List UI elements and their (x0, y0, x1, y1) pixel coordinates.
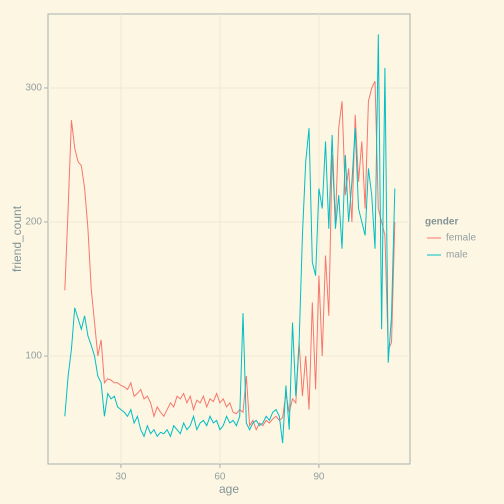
line (64, 34, 396, 444)
x-tick-label: 30 (115, 472, 127, 483)
x-axis-label: age (219, 482, 239, 496)
legend-label: female (446, 233, 476, 244)
legend-label: male (446, 250, 468, 261)
y-tick-label: 100 (25, 351, 42, 362)
panel-border (47, 13, 411, 465)
y-tick-label: 200 (25, 217, 42, 228)
x-tick-label: 90 (313, 472, 325, 483)
line (64, 81, 396, 431)
x-tick-label: 60 (214, 472, 226, 483)
y-axis-label: friend_count (10, 205, 24, 272)
legend-title: gender (425, 217, 458, 228)
y-tick-label: 300 (25, 83, 42, 94)
